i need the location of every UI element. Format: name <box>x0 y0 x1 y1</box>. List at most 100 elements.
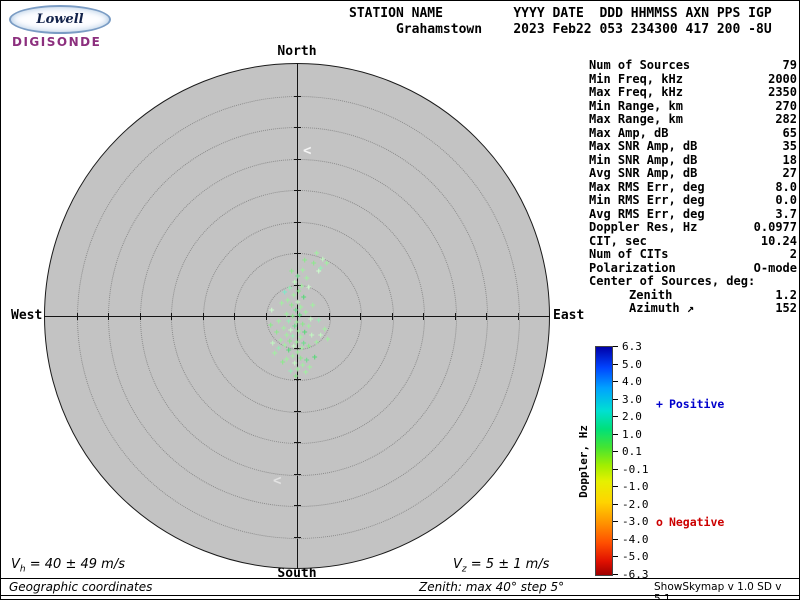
source-point: + <box>294 338 300 348</box>
header-station-values: Grahamstown 2023 Feb22 053 234300 417 20… <box>349 22 772 37</box>
version-label: ShowSkymap v 1.0 SD v 5.1 <box>654 581 782 600</box>
param-row: Min SNR Amp, dB 18 <box>589 152 797 168</box>
param-label: Max SNR Amp, dB <box>589 139 698 153</box>
source-point: + <box>298 333 304 343</box>
label-west: West <box>11 308 43 323</box>
param-row: Min Range, km 270 <box>589 98 797 114</box>
lowell-digisonde-logo: Lowell DIGISONDE <box>9 5 129 49</box>
param-value: 1.2 <box>775 287 797 302</box>
source-point: + <box>316 267 322 277</box>
footer-bar: Geographic coordinates Zenith: max 40° s… <box>1 578 799 599</box>
axis-tick <box>202 313 204 320</box>
param-label: Azimuth ↗ <box>629 301 695 315</box>
param-value: 0.0977 <box>753 220 797 234</box>
source-point: + <box>280 358 286 368</box>
param-value: 27 <box>782 166 797 180</box>
source-point: + <box>299 282 305 292</box>
source-point: + <box>301 293 307 303</box>
param-label: Max RMS Err, deg <box>589 179 705 194</box>
axis-tick <box>294 190 301 191</box>
source-point: + <box>292 322 298 332</box>
source-point: + <box>295 272 301 282</box>
param-value: 2 <box>789 247 797 261</box>
source-point: + <box>308 315 314 325</box>
param-value: 10.24 <box>760 233 797 248</box>
source-point: + <box>301 339 307 349</box>
source-point: + <box>293 306 299 316</box>
source-point: + <box>295 365 301 375</box>
logo-digisonde-text: DIGISONDE <box>12 35 102 49</box>
param-label: Max Range, km <box>589 112 683 126</box>
source-point: + <box>320 255 326 265</box>
axis-tick <box>234 313 235 320</box>
param-row: Doppler Res, Hz 0.0977 <box>589 220 797 235</box>
source-point: + <box>288 326 294 336</box>
source-point: + <box>278 336 284 346</box>
circle-marker-icon: o <box>656 515 663 529</box>
colorbar-tick-label: -6.3 <box>622 568 649 581</box>
source-point: + <box>285 296 291 306</box>
source-point: + <box>324 259 330 269</box>
source-point: + <box>290 352 296 362</box>
colorbar-tick-label: 5.0 <box>622 357 642 371</box>
colorbar-tick <box>613 486 618 488</box>
coordinates-label: Geographic coordinates <box>9 580 153 594</box>
param-row: Max RMS Err, deg 8.0 <box>589 179 797 195</box>
axis-tick <box>108 313 109 320</box>
colorbar-tick-label: -4.0 <box>622 532 649 546</box>
source-point: + <box>298 354 304 364</box>
source-point: + <box>272 349 278 359</box>
source-point: + <box>298 303 304 313</box>
source-point: + <box>295 348 301 358</box>
source-point: + <box>274 328 280 338</box>
colorbar-tick-label: 1.0 <box>622 427 642 441</box>
source-point: + <box>302 256 308 266</box>
param-label: Min RMS Err, deg <box>589 193 705 207</box>
legend-positive-label: Positive <box>668 397 725 411</box>
colorbar-tick <box>613 538 618 540</box>
source-point: + <box>299 344 305 354</box>
source-point: + <box>322 325 328 335</box>
param-row: Min RMS Err, deg 0.0 <box>589 193 797 208</box>
axis-tick <box>294 536 301 538</box>
source-point: + <box>287 284 293 294</box>
axis-tick <box>265 313 267 320</box>
source-point: + <box>304 356 310 366</box>
colorbar-tick-label: -1.0 <box>622 480 649 494</box>
param-value: 8.0 <box>775 179 797 194</box>
source-point: + <box>282 288 288 298</box>
colorbar-tick-label: -5.0 <box>622 550 649 564</box>
axis-tick <box>294 95 301 97</box>
axis-tick <box>294 347 301 349</box>
param-row: Max SNR Amp, dB 35 <box>589 139 797 154</box>
axis-tick <box>294 253 301 254</box>
param-value: 0.0 <box>775 193 797 207</box>
param-value: 282 <box>775 112 797 126</box>
param-label: Zenith <box>629 287 673 302</box>
source-point: + <box>300 266 306 276</box>
axis-tick <box>294 410 301 412</box>
param-row: Azimuth ↗ 152 <box>589 301 797 316</box>
axis-tick <box>294 379 301 380</box>
param-label: Min Range, km <box>589 98 683 113</box>
logo-lowell-text: Lowell <box>36 12 84 27</box>
source-point: + <box>281 324 287 334</box>
param-value: 152 <box>775 301 797 315</box>
axis-tick <box>139 313 141 320</box>
horizontal-velocity: Vh = 40 ± 49 m/s <box>11 557 125 575</box>
param-row: Avg RMS Err, deg 3.7 <box>589 207 797 222</box>
param-value: 35 <box>782 139 797 153</box>
colorbar-tick-label: 6.3 <box>622 340 642 353</box>
colorbar-tick <box>613 451 618 453</box>
doppler-colorbar <box>595 346 613 576</box>
source-point: + <box>282 341 288 351</box>
param-row: Zenith 1.2 <box>589 287 797 303</box>
param-label: Max Amp, dB <box>589 125 669 140</box>
axis-tick <box>294 221 301 223</box>
axis-tick <box>294 442 301 443</box>
source-point: + <box>276 317 282 327</box>
param-label: Min SNR Amp, dB <box>589 152 698 167</box>
source-point: + <box>286 317 292 327</box>
source-point: + <box>303 308 309 318</box>
colorbar-tick <box>613 521 618 523</box>
